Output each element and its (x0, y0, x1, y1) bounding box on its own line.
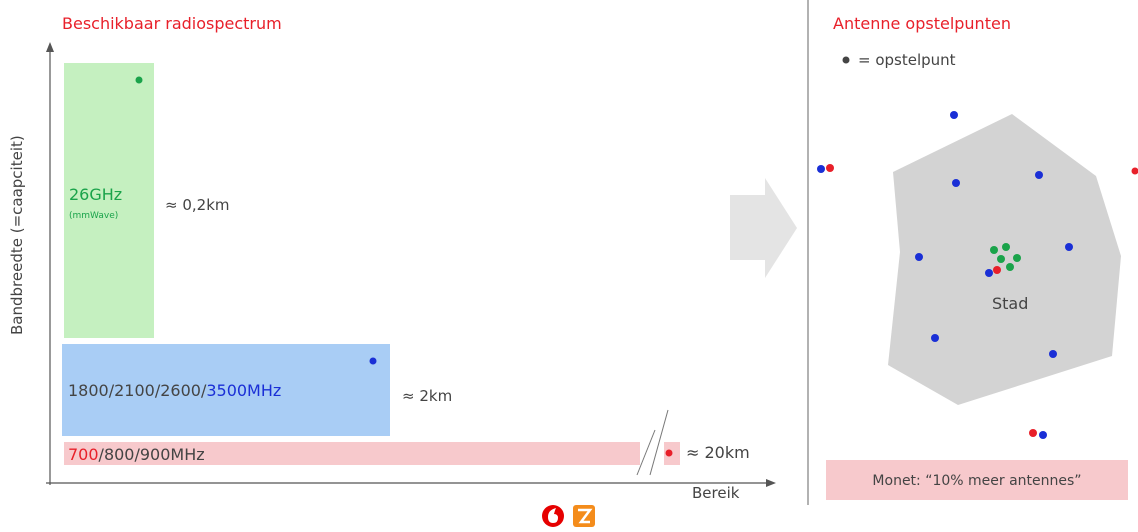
dot (1035, 171, 1043, 179)
note-text: Monet: “10% meer antennes” (872, 473, 1081, 489)
break-line (649, 409, 669, 476)
legend-text: = opstelpunt (858, 51, 956, 69)
y-axis-label: Bandbreedte (=caapciteit) (8, 135, 26, 335)
band-range: ≈ 0,2km (165, 196, 230, 214)
dot (369, 357, 377, 365)
x-axis-label: Bereik (692, 484, 740, 502)
break-line (636, 429, 656, 476)
dot (1029, 429, 1037, 437)
dot (817, 165, 825, 173)
band-label-part: /800/900MHz (99, 445, 205, 464)
band-range: ≈ 20km (686, 443, 750, 462)
dot (950, 111, 958, 119)
band-label-part: 1800/2100/2600/ (68, 381, 207, 400)
band-label: 26GHz (69, 185, 122, 204)
right-title: Antenne opstelpunten (833, 14, 1011, 33)
band-label-part: 700 (68, 445, 99, 464)
band-low (64, 442, 680, 465)
city-label: Stad (992, 294, 1028, 313)
dot (931, 334, 939, 342)
dot (1013, 254, 1021, 262)
y-arrow (46, 42, 54, 52)
x-arrow (766, 479, 776, 487)
band-26ghz (64, 63, 154, 338)
band-sublabel: (mmWave) (69, 211, 118, 221)
band-label: 700/800/900MHz (68, 445, 205, 464)
dot (993, 266, 1001, 274)
dot (135, 76, 143, 84)
dot (665, 449, 673, 457)
dot (915, 253, 923, 261)
band-label-part: 3500MHz (206, 381, 281, 400)
dot (1039, 431, 1047, 439)
vodafone-mark (548, 508, 558, 523)
dot (1002, 243, 1010, 251)
dot (826, 164, 834, 172)
dot (985, 269, 993, 277)
antennas (817, 111, 1138, 439)
legend-dot (842, 56, 850, 64)
dot (1049, 350, 1057, 358)
left-title: Beschikbaar radiospectrum (62, 14, 282, 33)
band-range: ≈ 2km (402, 387, 452, 405)
dot (990, 246, 998, 254)
ziggo-mark (578, 508, 593, 524)
note-box (826, 460, 1128, 500)
arrow (730, 178, 797, 278)
band-mid (62, 344, 390, 436)
band-label: 1800/2100/2600/3500MHz (68, 381, 281, 400)
dot (997, 255, 1005, 263)
dot (1006, 263, 1014, 271)
dot (1065, 243, 1073, 251)
dot (1131, 167, 1138, 175)
dot (952, 179, 960, 187)
